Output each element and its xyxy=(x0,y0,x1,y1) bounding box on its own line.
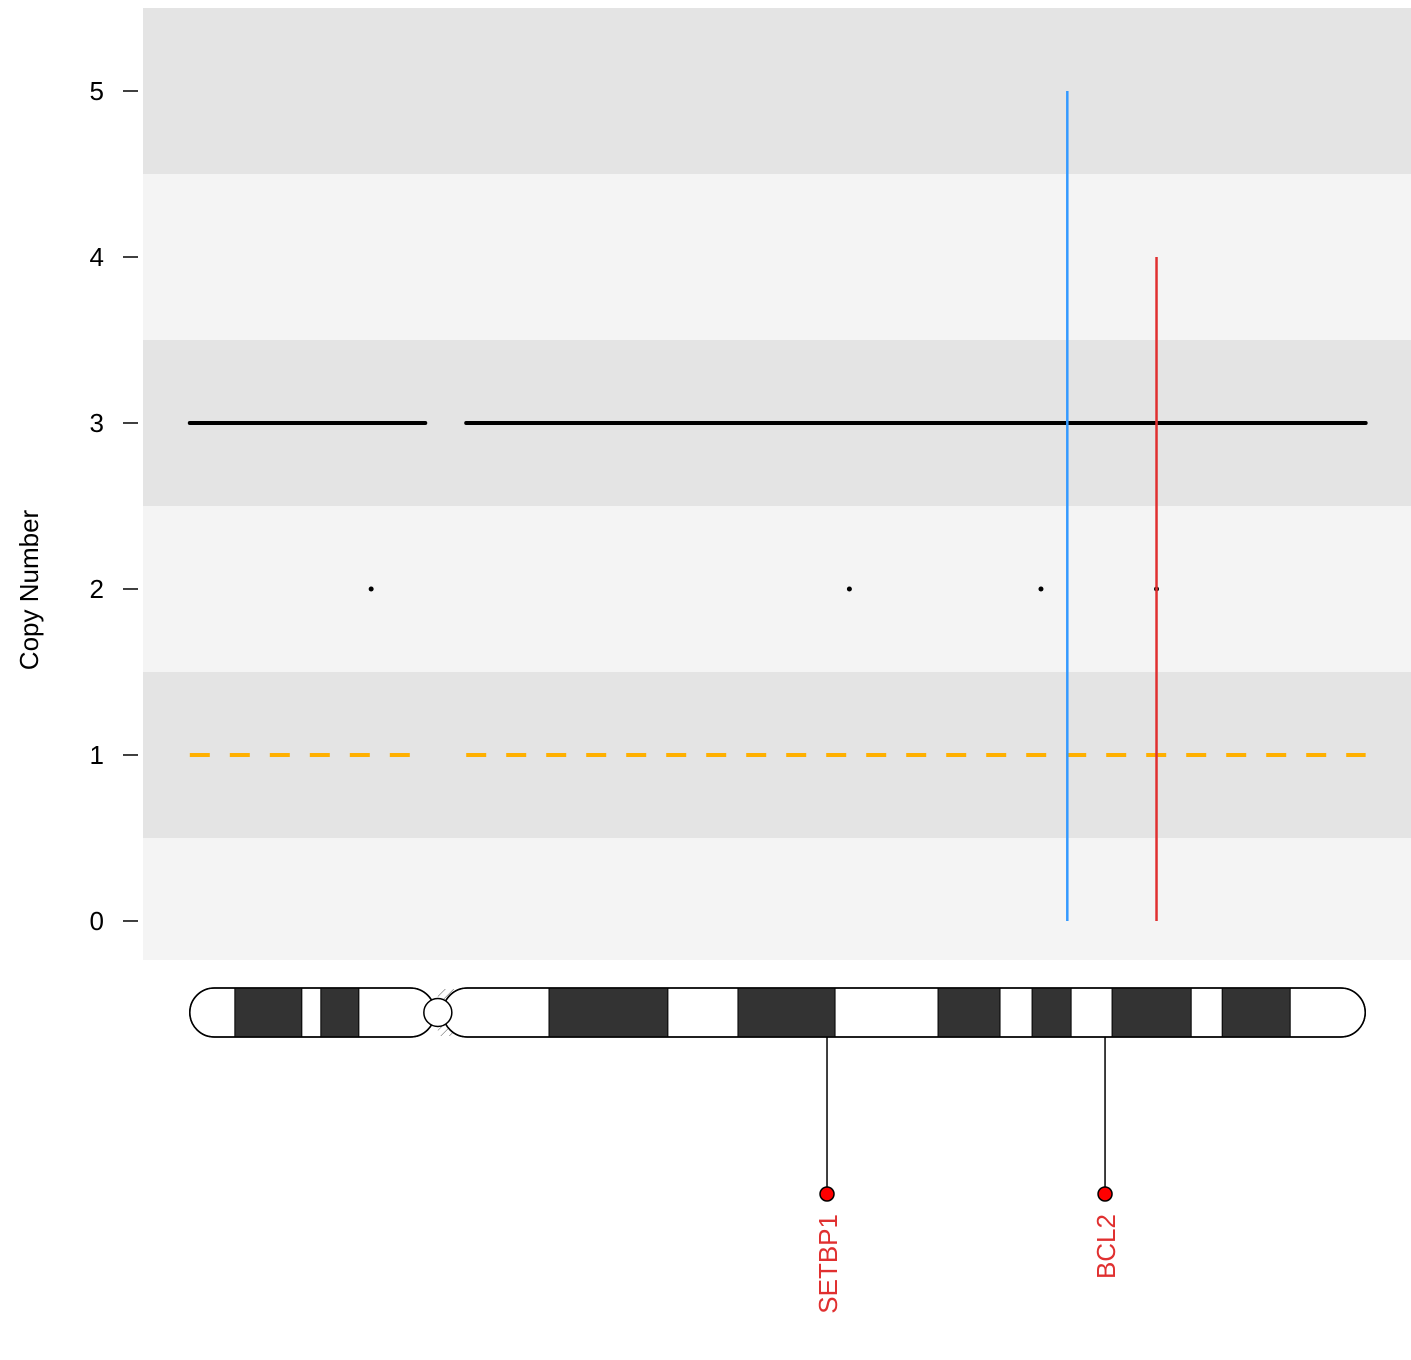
ideogram xyxy=(189,987,1366,1038)
gene-marker xyxy=(819,1186,835,1202)
point xyxy=(1038,586,1044,592)
ideogram-band xyxy=(320,987,360,1038)
y-tick-label: 5 xyxy=(90,76,104,106)
y-tick-label: 1 xyxy=(90,740,104,770)
y-tick-label: 2 xyxy=(90,574,104,604)
ideogram-band xyxy=(1221,987,1291,1038)
centromere xyxy=(423,997,453,1028)
y-tick-label: 0 xyxy=(90,906,104,936)
ideogram-band xyxy=(1111,987,1192,1038)
ideogram-p-arm xyxy=(189,987,436,1038)
y-tick-label: 3 xyxy=(90,408,104,438)
point xyxy=(368,586,374,592)
gene-marker xyxy=(1097,1186,1113,1202)
y-axis-label: Copy Number xyxy=(14,509,44,670)
point xyxy=(846,586,852,592)
background-band xyxy=(143,671,1411,838)
gene-label: SETBP1 xyxy=(813,1214,843,1314)
background-band xyxy=(143,8,1411,174)
gene-label: BCL2 xyxy=(1091,1214,1121,1279)
y-tick-label: 4 xyxy=(90,242,104,272)
ideogram-band xyxy=(937,987,1001,1038)
ideogram-band xyxy=(737,987,836,1038)
ideogram-band xyxy=(234,987,303,1038)
ideogram-band xyxy=(548,987,669,1038)
ideogram-band xyxy=(1031,987,1072,1038)
